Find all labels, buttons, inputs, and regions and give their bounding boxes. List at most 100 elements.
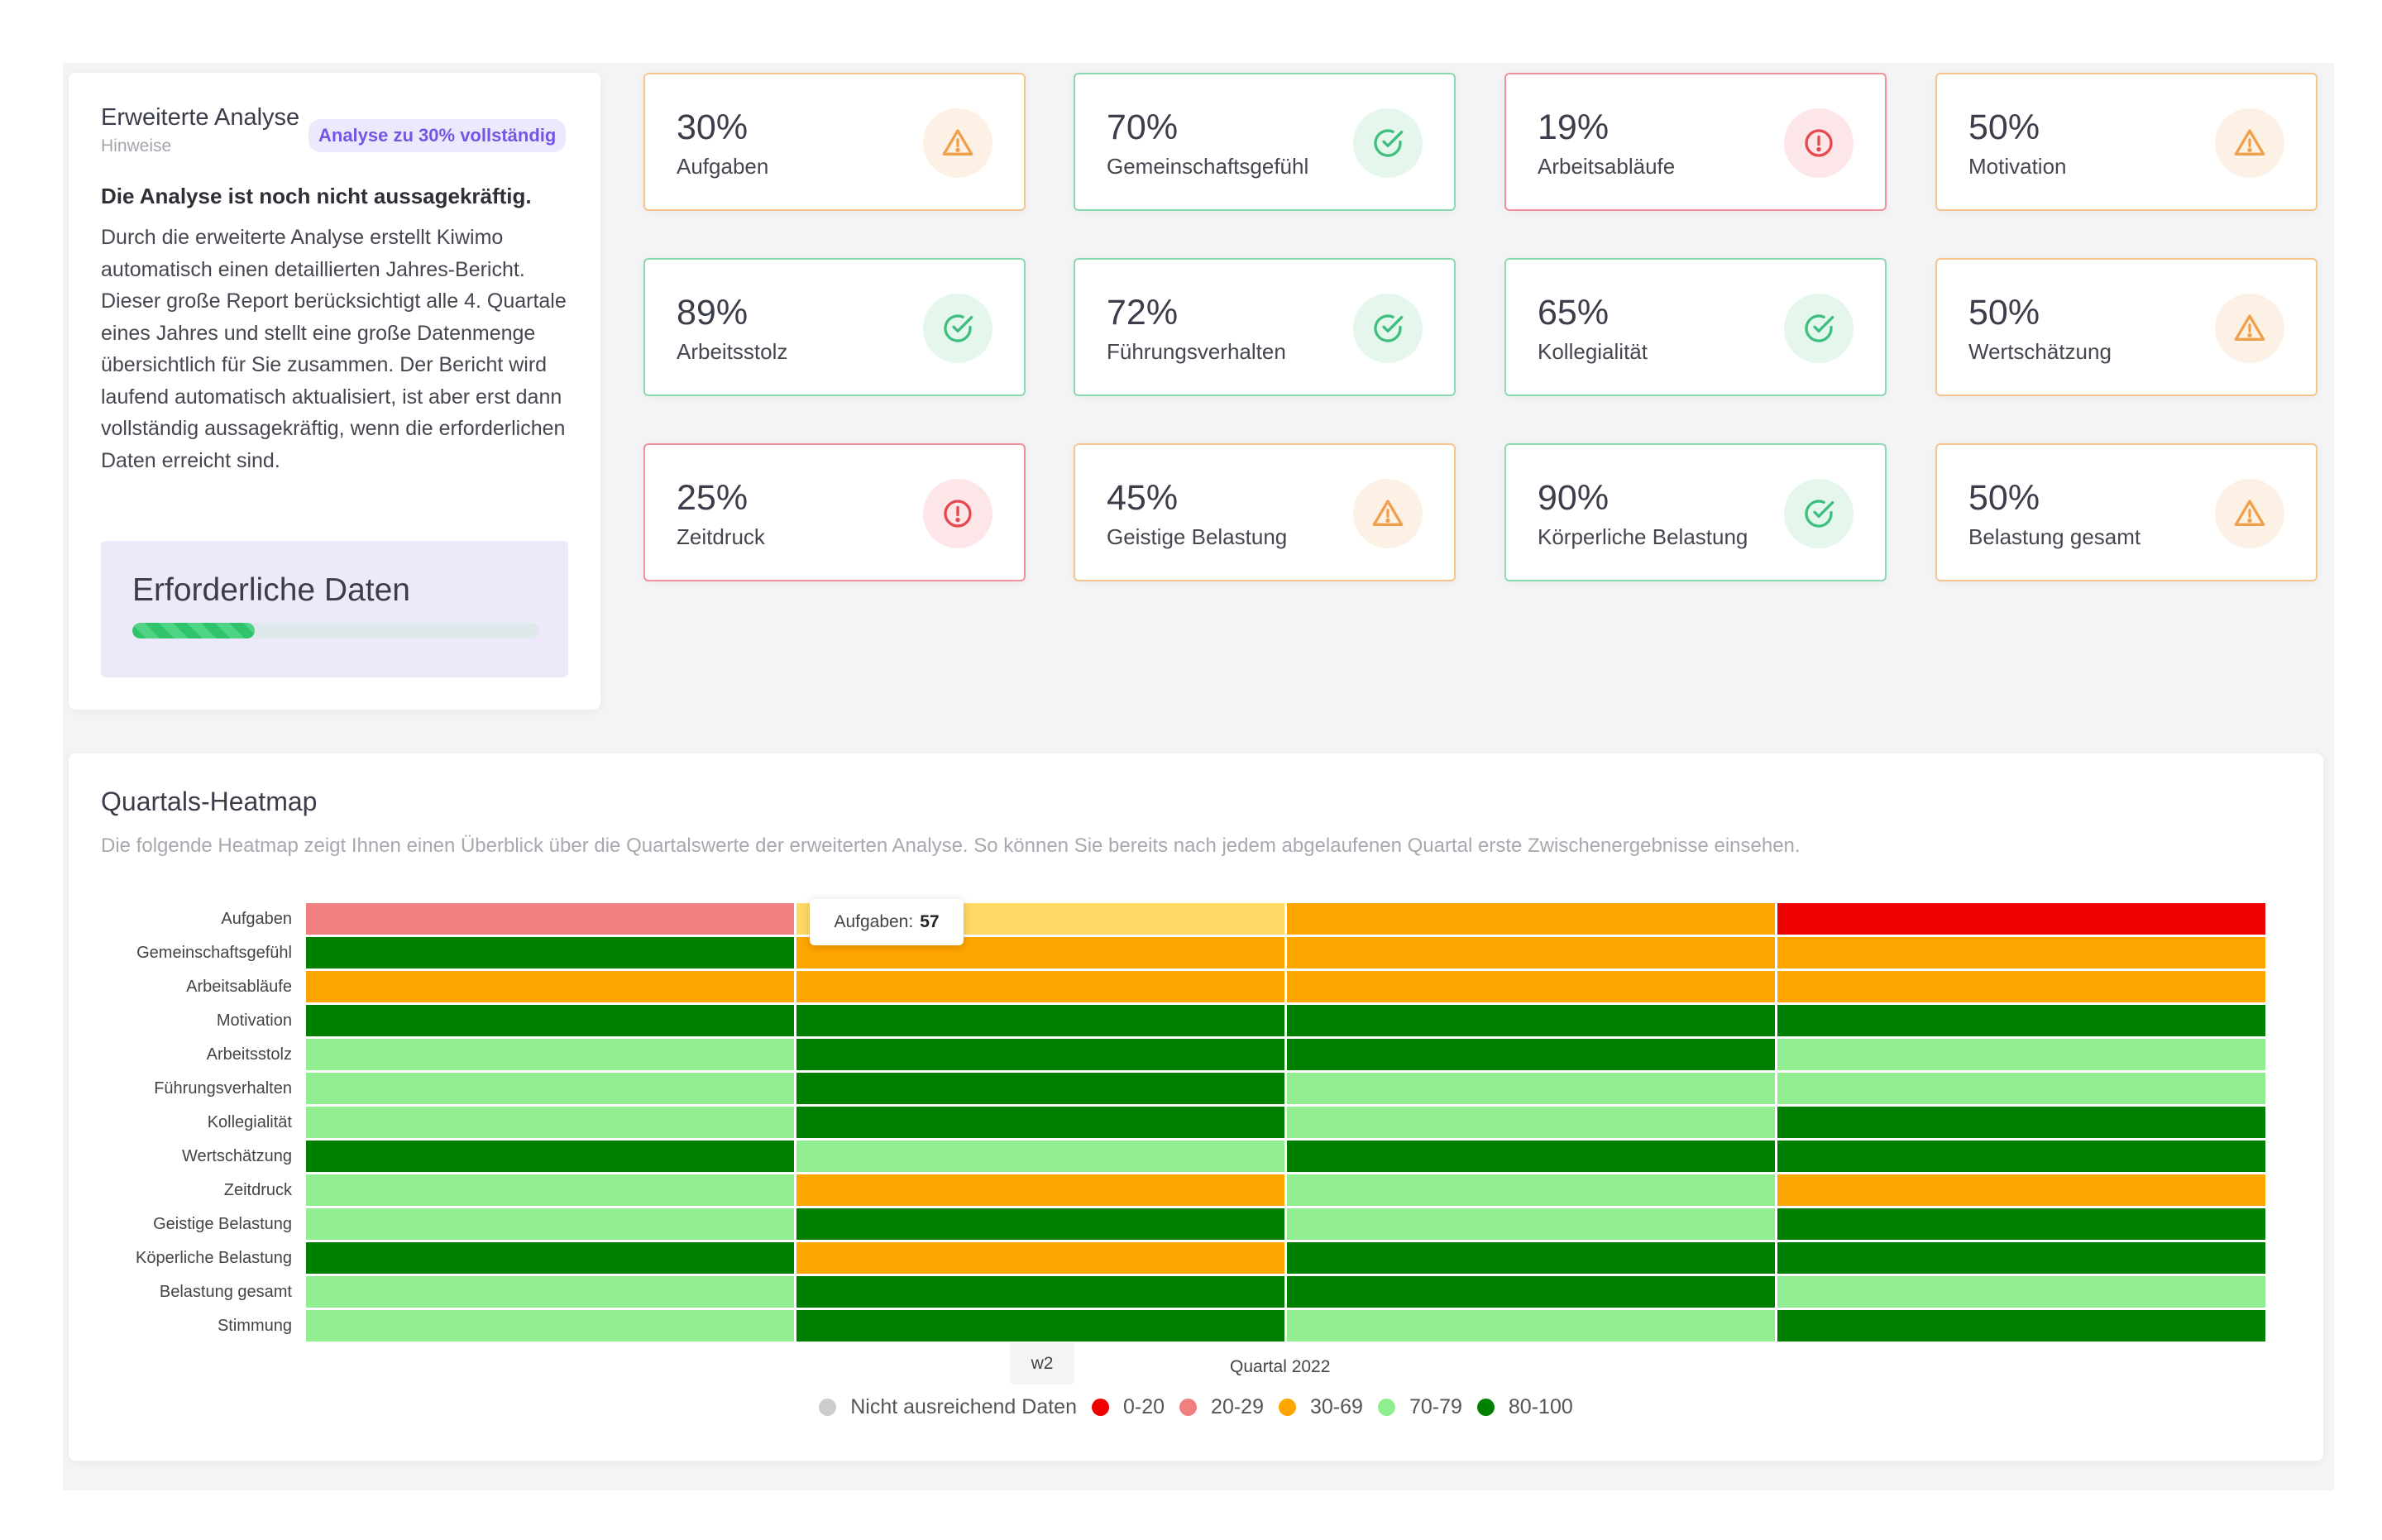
stat-card: 70% Gemeinschaftsgefühl [1074,73,1456,211]
heatmap-cell[interactable] [796,1174,1284,1206]
heatmap-cell[interactable] [1777,937,2265,968]
legend-dot [819,1399,837,1416]
heatmap-cell[interactable] [306,1310,794,1342]
heatmap-cell[interactable] [796,1005,1284,1036]
heatmap-cell[interactable] [306,971,794,1002]
required-data-progress-bar [132,623,539,638]
heatmap-cell[interactable] [306,1073,794,1104]
heatmap-cell[interactable] [796,1073,1284,1104]
heatmap-cell[interactable] [306,1141,794,1172]
heatmap-cell[interactable] [1287,1310,1775,1342]
heatmap-cell[interactable] [1777,1310,2265,1342]
heatmap-cell[interactable] [306,1276,794,1308]
heatmap-row-label: Führungsverhalten [154,1079,292,1098]
required-data-title: Erforderliche Daten [132,572,410,608]
heatmap-cell[interactable] [1287,1141,1775,1172]
tooltip-label: Aufgaben: [834,912,914,931]
stat-label: Kollegialität [1538,339,1648,364]
warning-triangle-icon [2215,294,2284,363]
heatmap-cell[interactable] [1287,1107,1775,1138]
heatmap-cell[interactable] [796,1107,1284,1138]
heatmap-cell[interactable] [1287,1208,1775,1240]
heatmap-cell[interactable] [1777,1208,2265,1240]
heatmap-cell[interactable] [306,1242,794,1274]
heatmap-cell[interactable] [1777,1141,2265,1172]
stat-label: Wertschätzung [1968,339,2112,364]
legend-item[interactable]: 70-79 [1377,1395,1462,1419]
x-axis-tick-label: w2 [1010,1343,1074,1385]
stat-card: 19% Arbeitsabläufe [1504,73,1887,211]
heatmap-cell[interactable] [306,937,794,968]
heatmap-cell[interactable] [796,1310,1284,1342]
stat-value: 72% [1107,293,1179,332]
heatmap-cell[interactable] [1777,1242,2265,1274]
analysis-subtitle: Hinweise [101,136,172,155]
heatmap-cell[interactable] [1777,1039,2265,1070]
heatmap-cell[interactable] [1777,903,2265,935]
heatmap-row-label: Arbeitsstolz [206,1045,292,1064]
stat-label: Arbeitsabläufe [1538,154,1676,179]
heatmap-cell[interactable] [796,1276,1284,1308]
heatmap-cell[interactable] [796,971,1284,1002]
stat-value: 19% [1538,108,1610,147]
analysis-progress-badge: Analyse zu 30% vollständig [309,119,567,152]
heatmap-cell[interactable] [306,1005,794,1036]
warning-triangle-icon [2215,108,2284,178]
heatmap-cell[interactable] [306,1174,794,1206]
x-axis-label: Quartal 2022 [1230,1357,1331,1376]
stat-label: Gemeinschaftsgefühl [1107,154,1309,179]
stat-label: Aufgaben [677,154,769,179]
heatmap-cell[interactable] [1287,1039,1775,1070]
heatmap-cell[interactable] [1777,1276,2265,1308]
legend-dot [1377,1399,1395,1416]
heatmap-cell[interactable] [796,1141,1284,1172]
legend-item[interactable]: 80-100 [1476,1395,1573,1419]
stat-value: 70% [1107,108,1179,147]
stat-label: Zeitdruck [677,524,765,549]
heatmap-cell[interactable] [1287,1174,1775,1206]
heatmap-cell[interactable] [1287,1073,1775,1104]
stat-value: 90% [1538,478,1610,518]
legend-item[interactable]: Nicht ausreichend Daten [819,1395,1077,1419]
heatmap-cell[interactable] [306,1107,794,1138]
heatmap-description: Die folgende Heatmap zeigt Ihnen einen Ü… [101,835,1801,857]
heatmap-cell[interactable] [1287,1276,1775,1308]
heatmap-cell[interactable] [306,1039,794,1070]
legend-label: 80-100 [1508,1395,1573,1418]
heatmap-cell[interactable] [1287,971,1775,1002]
stat-card: 50% Belastung gesamt [1935,443,2317,581]
warning-triangle-icon [2215,479,2284,548]
heatmap-cell[interactable] [796,1242,1284,1274]
heatmap-cell[interactable] [796,1208,1284,1240]
legend-item[interactable]: 20-29 [1179,1395,1264,1419]
stat-card: 72% Führungsverhalten [1074,258,1456,396]
heatmap-cell[interactable] [796,1039,1284,1070]
heatmap-cell[interactable] [1777,971,2265,1002]
heatmap-cell[interactable] [306,1208,794,1240]
heatmap-cell[interactable] [1777,1174,2265,1206]
legend-dot [1279,1399,1296,1416]
legend-label: 30-69 [1310,1395,1363,1418]
heatmap-cell[interactable] [306,903,794,935]
legend-item[interactable]: 30-69 [1279,1395,1363,1419]
warning-triangle-icon [923,108,992,178]
heatmap-cell[interactable] [1287,937,1775,968]
required-data-box: Erforderliche Daten [101,541,568,677]
heatmap-cell[interactable] [1777,1005,2265,1036]
heatmap-cell[interactable] [1287,1005,1775,1036]
alert-circle-icon [1784,108,1853,178]
analysis-title: Erweiterte Analyse [101,104,300,131]
legend-item[interactable]: 0-20 [1092,1395,1165,1419]
heatmap-cell[interactable] [1777,1107,2265,1138]
heatmap-cell[interactable] [1287,1242,1775,1274]
heatmap-cell[interactable] [1777,1073,2265,1104]
heatmap-row-label: Gemeinschaftsgefühl [136,944,292,962]
legend-dot [1092,1399,1109,1416]
heatmap-cell[interactable] [1287,903,1775,935]
stat-value: 65% [1538,293,1610,332]
heatmap-row-label: Arbeitsabläufe [186,978,292,996]
heatmap-tooltip: Aufgaben: 57 [810,899,964,945]
check-circle-icon [1353,108,1423,178]
legend-label: 70-79 [1409,1395,1462,1418]
legend-label: 20-29 [1211,1395,1264,1418]
